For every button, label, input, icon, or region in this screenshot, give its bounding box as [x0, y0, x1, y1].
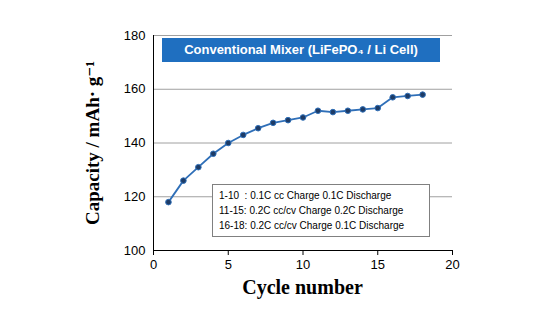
svg-text:120: 120 [124, 189, 146, 204]
html-text:Cycle number: Cycle number [242, 276, 363, 298]
svg-text:140: 140 [124, 135, 146, 150]
svg-text:5: 5 [225, 257, 232, 272]
svg-text:20: 20 [445, 257, 459, 272]
html-text:16-18: 0.2C cc/cv Charge 0.1C: 16-18: 0.2C cc/cv Charge 0.1C Discharge [219, 220, 405, 231]
svg-text:160: 160 [124, 81, 146, 96]
html-text:Capacity / mAh· g⁻¹: Capacity / mAh· g⁻¹ [81, 61, 103, 225]
svg-text:0: 0 [150, 257, 157, 272]
svg-text:100: 100 [124, 243, 146, 258]
svg-text:15: 15 [371, 257, 385, 272]
svg-text:10: 10 [296, 257, 310, 272]
html-text:1-10 : 0.1C cc Charge 0.1C Dis: 1-10 : 0.1C cc Charge 0.1C Discharge [219, 190, 392, 201]
svg-text:180: 180 [124, 28, 146, 43]
html-text:11-15: 0.2C cc/cv Charge 0.2C: 11-15: 0.2C cc/cv Charge 0.2C Discharge [219, 205, 404, 216]
html-text:Conventional Mixer (LiFePO₄ /: Conventional Mixer (LiFePO₄ / Li Cell) [184, 42, 418, 57]
